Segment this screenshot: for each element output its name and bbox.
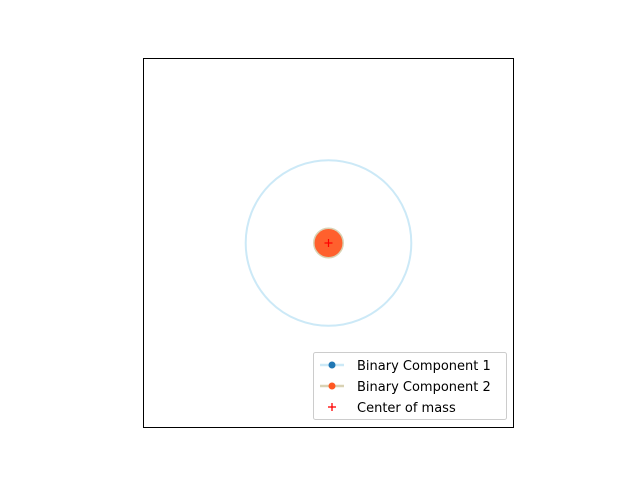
legend-entry-center-of-mass: Center of mass bbox=[328, 401, 456, 416]
legend-box bbox=[313, 352, 507, 420]
legend-label-center-of-mass: Center of mass bbox=[357, 401, 456, 416]
legend-label-component-1: Binary Component 1 bbox=[357, 359, 491, 374]
legend: Binary Component 1 Binary Component 2 Ce… bbox=[313, 352, 507, 420]
chart-marks bbox=[244, 159, 413, 327]
legend-label-component-2: Binary Component 2 bbox=[357, 380, 491, 395]
legend-marker-component-2 bbox=[328, 382, 336, 390]
legend-marker-component-1 bbox=[328, 361, 336, 369]
legend-entry-component-2: Binary Component 2 bbox=[320, 380, 491, 395]
orbit-path-component-1 bbox=[244, 159, 413, 327]
legend-entry-component-1: Binary Component 1 bbox=[320, 359, 491, 374]
